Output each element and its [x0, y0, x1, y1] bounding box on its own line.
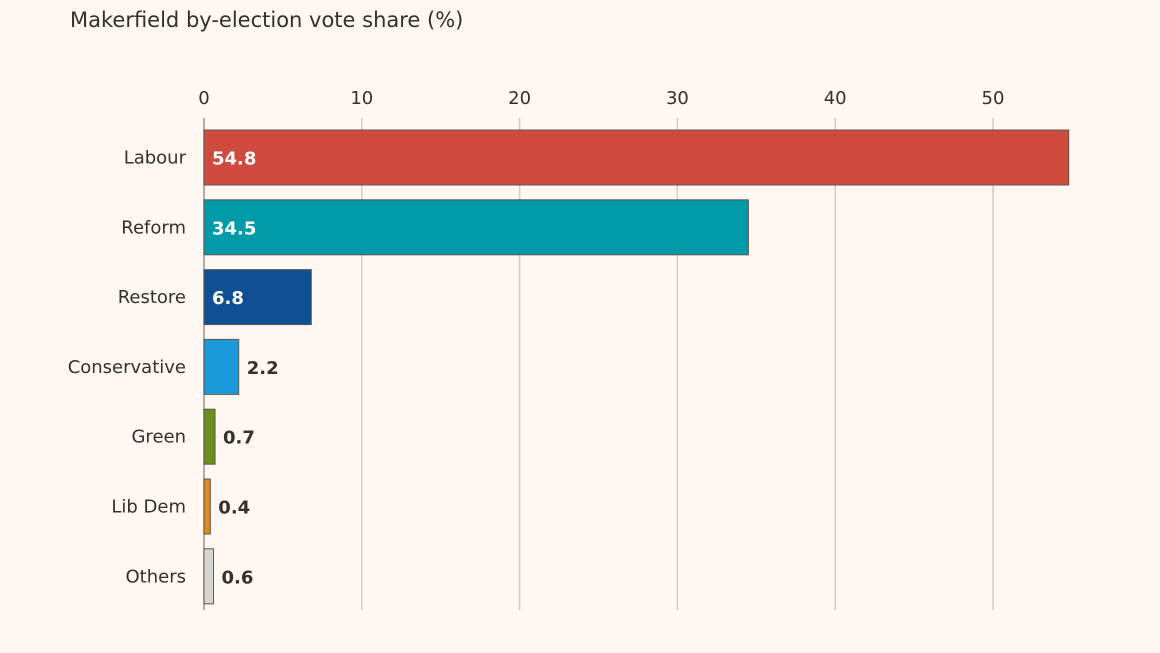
value-label-others: 0.6 [221, 567, 253, 588]
value-label-lib-dem: 0.4 [218, 498, 250, 519]
value-labels: 54.8 34.5 6.8 2.2 0.7 0.4 0.6 [212, 149, 279, 589]
x-tick-label: 50 [982, 88, 1005, 109]
x-tick-label: 30 [666, 88, 689, 109]
x-tick-label: 0 [198, 88, 209, 109]
bar-reform [203, 199, 749, 256]
value-label-restore: 6.8 [212, 288, 244, 309]
x-axis-ticks: 0 10 20 30 40 50 [198, 88, 1004, 109]
chart-title: Makerfield by-election vote share (%) [70, 8, 464, 32]
x-tick-label: 20 [508, 88, 531, 109]
bar-conservative [203, 338, 240, 395]
value-label-labour: 54.8 [212, 149, 256, 170]
bar-lib-dem [203, 478, 211, 535]
value-label-green: 0.7 [223, 428, 255, 449]
bars [203, 129, 1070, 605]
category-label-restore: Restore [118, 287, 186, 308]
value-label-reform: 34.5 [212, 218, 256, 239]
category-label-others: Others [126, 566, 187, 587]
value-label-conservative: 2.2 [247, 358, 279, 379]
bar-labour [203, 129, 1070, 186]
gridlines [203, 118, 994, 610]
x-tick-label: 40 [824, 88, 847, 109]
bar-others [203, 548, 214, 605]
category-label-green: Green [131, 427, 186, 448]
bar-restore [203, 269, 312, 326]
category-label-conservative: Conservative [68, 357, 186, 378]
category-label-reform: Reform [121, 217, 186, 238]
x-tick-label: 10 [350, 88, 373, 109]
category-label-labour: Labour [124, 148, 187, 169]
bar-green [203, 408, 216, 465]
category-label-lib-dem: Lib Dem [111, 497, 186, 518]
category-labels: Labour Reform Restore Conservative Green Lib … [68, 148, 187, 588]
